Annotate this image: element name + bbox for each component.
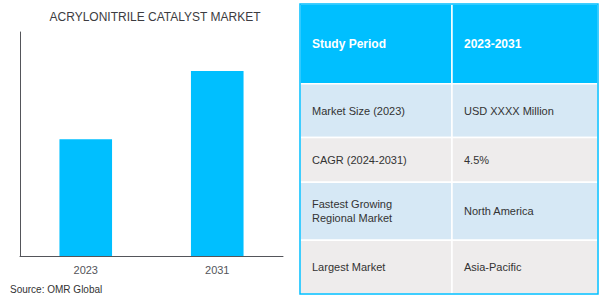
svg-text:2023-2031: 2023-2031 <box>464 37 522 51</box>
svg-text:USD XXXX Million: USD XXXX Million <box>464 105 554 117</box>
svg-text:Regional Market: Regional Market <box>312 212 392 224</box>
svg-text:Largest Market: Largest Market <box>312 261 385 273</box>
svg-text:4.5%: 4.5% <box>464 154 489 166</box>
svg-text:Study Period: Study Period <box>312 37 386 51</box>
svg-text:Asia-Pacific: Asia-Pacific <box>464 261 522 273</box>
svg-text:2031: 2031 <box>205 264 229 276</box>
svg-text:ACRYLONITRILE CATALYST MARKET: ACRYLONITRILE CATALYST MARKET <box>50 10 262 24</box>
svg-text:2023: 2023 <box>74 264 98 276</box>
svg-text:Market Size (2023): Market Size (2023) <box>312 105 405 117</box>
svg-text:Source: OMR Global: Source: OMR Global <box>10 284 102 295</box>
svg-text:Fastest Growing: Fastest Growing <box>312 198 392 210</box>
svg-text:CAGR (2024-2031): CAGR (2024-2031) <box>312 154 407 166</box>
svg-text:North America: North America <box>464 205 535 217</box>
